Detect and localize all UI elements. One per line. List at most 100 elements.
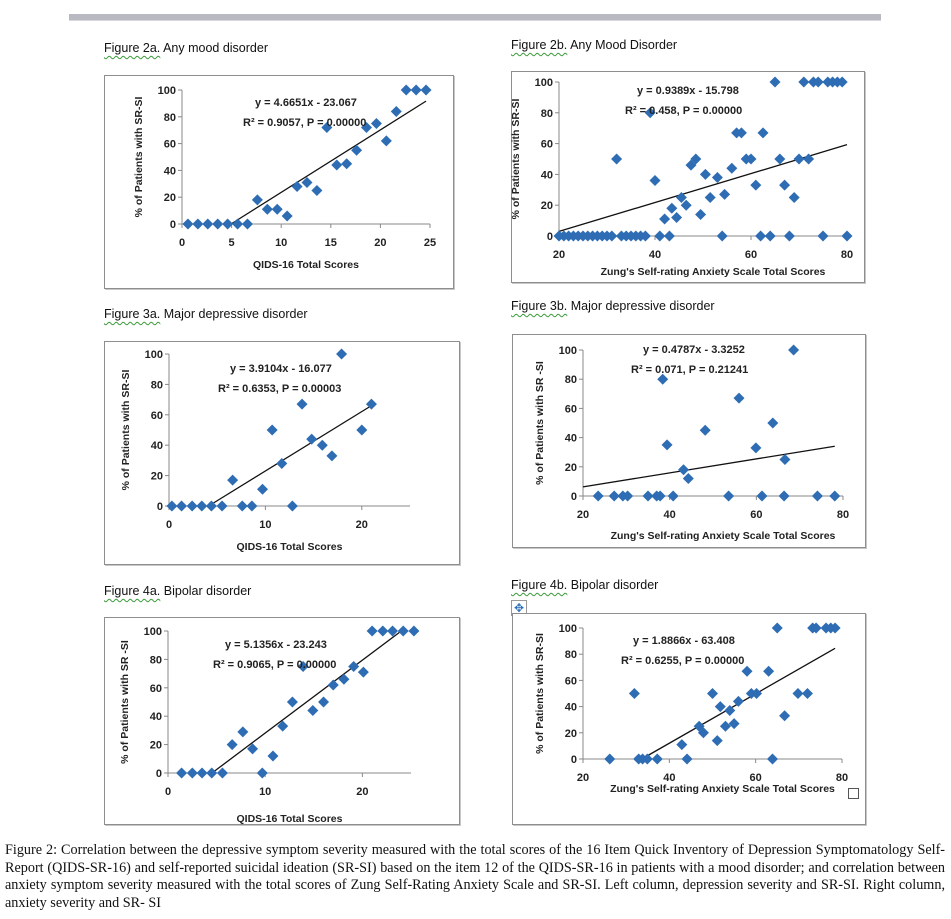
y-axis-title: % of Patients with SR -SI xyxy=(534,361,546,485)
data-point-marker xyxy=(649,175,661,187)
data-point-marker xyxy=(735,127,747,139)
scatter-plot-svg: 0 20 40 60 80 100 0 10 20 y = 5.1356x - 23.243 R² … xyxy=(119,625,420,825)
data-point-marker xyxy=(327,679,339,691)
figure-3b-label: Figure 3b. xyxy=(511,299,568,313)
r-squared-label: R² = 0.458, P = 0.00000 xyxy=(625,105,742,117)
data-point-marker xyxy=(241,218,253,230)
y-tick-label: 0 xyxy=(156,768,162,780)
y-tick-label: 80 xyxy=(150,654,162,666)
data-point-marker xyxy=(356,424,368,436)
data-point-marker xyxy=(639,230,651,242)
figure-3a-title: Figure 3a. Major depressive disorder xyxy=(104,307,308,321)
data-point-marker xyxy=(390,105,402,117)
regression-equation: y = 4.6651x - 23.067 xyxy=(255,97,357,109)
data-point-marker xyxy=(357,666,369,678)
data-point-marker xyxy=(680,199,692,211)
scatter-plot-svg: 0 20 40 60 80 100 0 5 10 15 20 25 y = 4.6651x - 23.0… xyxy=(133,84,436,271)
data-point-marker xyxy=(788,192,800,203)
x-tick-label: 20 xyxy=(577,772,589,784)
x-tick-label: 0 xyxy=(166,519,172,531)
data-point-marker xyxy=(261,203,273,215)
data-point-marker xyxy=(176,767,188,779)
y-tick-label: 40 xyxy=(150,711,162,723)
y-tick-label: 0 xyxy=(157,501,163,513)
data-point-marker xyxy=(380,135,392,147)
x-tick-label: 60 xyxy=(750,509,762,521)
data-point-marker xyxy=(779,179,791,191)
data-point-marker xyxy=(348,661,360,672)
data-point-marker xyxy=(751,688,763,699)
x-tick-label: 40 xyxy=(649,249,661,261)
data-point-marker xyxy=(756,490,768,502)
figure-2a-title-text: Any mood disorder xyxy=(163,41,268,55)
data-point-marker xyxy=(745,153,757,165)
y-tick-label: 60 xyxy=(151,410,163,422)
trendline xyxy=(558,144,848,233)
data-point-marker xyxy=(678,464,690,476)
regression-equation: y = 0.4787x - 3.3252 xyxy=(643,344,745,356)
data-point-marker xyxy=(697,727,709,739)
caption-text: Correlation between the depressive sympt… xyxy=(5,842,946,911)
x-tick-label: 15 xyxy=(325,237,337,249)
data-point-marker xyxy=(397,625,409,637)
y-tick-label: 100 xyxy=(158,85,176,97)
data-point-marker xyxy=(641,753,653,765)
figure-3b-title-text: Major depressive disorder xyxy=(570,299,715,313)
data-point-marker xyxy=(792,688,804,699)
data-point-marker xyxy=(351,144,363,156)
data-point-marker xyxy=(778,490,790,502)
resize-handle-icon[interactable] xyxy=(848,788,859,799)
data-point-marker xyxy=(361,122,373,134)
data-point-marker xyxy=(377,625,389,637)
data-point-marker xyxy=(657,373,669,385)
data-point-marker xyxy=(216,500,228,512)
data-point-marker xyxy=(750,179,762,191)
data-point-marker xyxy=(276,457,288,469)
caption-label: Figure 2: xyxy=(5,842,58,858)
data-point-marker xyxy=(316,439,328,451)
figure-4b-title-text: Bipolar disorder xyxy=(570,578,659,592)
figure-3b-title: Figure 3b. Major depressive disorder xyxy=(511,299,715,313)
data-point-marker xyxy=(222,218,234,230)
y-axis-title: % of Patients with SR -SI xyxy=(119,640,131,764)
data-point-marker xyxy=(783,230,795,242)
data-point-marker xyxy=(690,153,702,165)
data-point-marker xyxy=(810,622,822,634)
data-point-marker xyxy=(237,726,249,738)
x-tick-label: 0 xyxy=(179,237,185,249)
data-point-marker xyxy=(281,210,293,222)
data-point-marker xyxy=(232,218,244,230)
data-point-marker xyxy=(186,500,198,512)
move-arrows-icon[interactable]: ✥ xyxy=(511,600,527,616)
data-point-marker xyxy=(408,625,420,637)
figure-2b-title: Figure 2b. Any Mood Disorder xyxy=(511,38,677,52)
data-point-marker xyxy=(793,153,805,165)
data-point-marker xyxy=(366,625,378,637)
data-point-marker xyxy=(771,622,783,634)
y-tick-label: 100 xyxy=(559,345,577,357)
data-point-marker xyxy=(757,127,769,139)
y-tick-label: 60 xyxy=(164,139,176,151)
data-point-marker xyxy=(764,230,776,242)
x-tick-label: 25 xyxy=(424,237,436,249)
figure-2a-label: Figure 2a. xyxy=(104,41,161,55)
x-tick-label: 20 xyxy=(374,237,386,249)
regression-equation: y = 5.1356x - 23.243 xyxy=(225,639,327,651)
regression-equation: y = 0.9389x - 15.798 xyxy=(637,85,739,97)
x-tick-label: 0 xyxy=(165,786,171,798)
data-point-marker xyxy=(192,218,204,230)
data-point-marker xyxy=(318,696,330,708)
figure-3a-label: Figure 3a. xyxy=(104,307,161,321)
data-point-marker xyxy=(779,454,791,465)
x-axis-title: QIDS-16 Total Scores xyxy=(236,541,342,553)
data-point-marker xyxy=(277,720,289,732)
data-point-marker xyxy=(608,490,620,502)
data-point-marker xyxy=(798,76,810,88)
x-tick-label: 10 xyxy=(259,786,271,798)
data-point-marker xyxy=(257,483,269,495)
data-point-marker xyxy=(661,439,673,451)
data-point-marker xyxy=(206,767,218,779)
figure-4a-label: Figure 4a. xyxy=(104,584,161,598)
data-point-marker xyxy=(723,490,735,502)
